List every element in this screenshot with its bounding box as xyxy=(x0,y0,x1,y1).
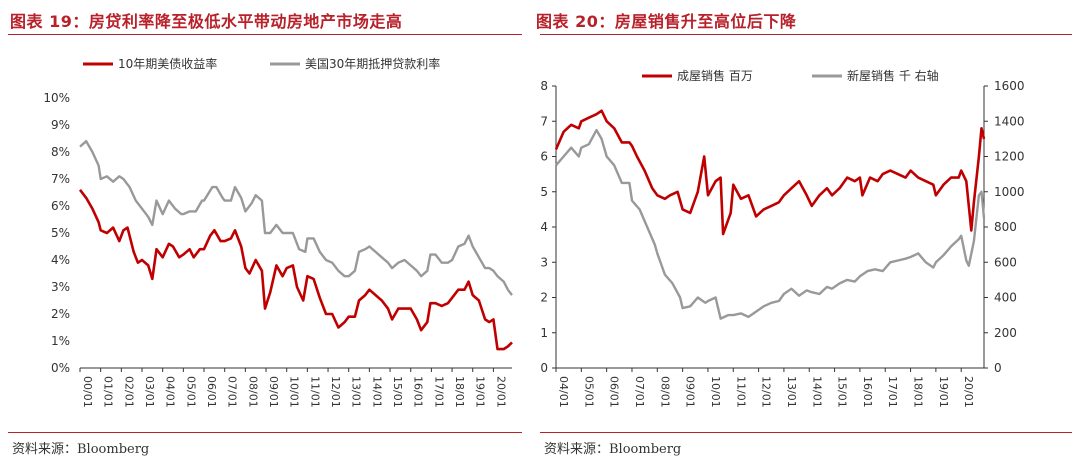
y-tick-label: 2% xyxy=(51,307,70,321)
y-tick-label: 6% xyxy=(51,199,70,213)
figure-20-title: 图表 20：房屋销售升至高位后下降 xyxy=(536,12,797,31)
y-left-tick-label: 5 xyxy=(540,185,548,199)
figure-20-source: 资料来源：Bloomberg xyxy=(544,442,682,457)
y-right-tick-label: 1400 xyxy=(994,114,1025,128)
y-tick-label: 1% xyxy=(51,334,70,348)
y-right-tick-label: 1600 xyxy=(994,79,1025,93)
x-tick-label: 05/01 xyxy=(184,376,197,408)
y-tick-label: 4% xyxy=(51,253,70,267)
y-tick-label: 10% xyxy=(43,91,70,105)
y-right-tick-label: 1200 xyxy=(994,150,1025,164)
x-tick-label: 09/01 xyxy=(684,376,697,408)
x-tick-label: 00/01 xyxy=(81,376,94,408)
x-tick-label: 10/01 xyxy=(288,376,301,408)
x-tick-label: 03/01 xyxy=(143,376,156,408)
x-tick-label: 04/01 xyxy=(557,376,570,408)
legend-label-10y-treasury: 10年期美债收益率 xyxy=(118,56,217,71)
figure-20-top-rule xyxy=(540,34,1072,35)
y-left-tick-label: 0 xyxy=(540,361,548,375)
series-line-new-home-sales xyxy=(555,128,986,320)
y-right-tick-label: 0 xyxy=(994,361,1002,375)
x-tick-label: 08/01 xyxy=(658,376,671,408)
y-tick-label: 7% xyxy=(51,172,70,186)
x-tick-label: 13/01 xyxy=(350,376,363,408)
x-tick-label: 04/01 xyxy=(164,376,177,408)
series-line-10y-treasury xyxy=(78,189,513,351)
x-tick-label: 15/01 xyxy=(836,376,849,408)
figure-19-bottom-rule xyxy=(8,432,522,433)
y-right-tick-label: 1000 xyxy=(994,185,1025,199)
x-tick-label: 16/01 xyxy=(861,376,874,408)
series-line-existing-home-sales xyxy=(554,109,986,236)
y-tick-label: 3% xyxy=(51,280,70,294)
x-tick-label: 10/01 xyxy=(709,376,722,408)
x-tick-label: 17/01 xyxy=(432,376,445,408)
figure-19-panel: 图表 19：房贷利率降至极低水平带动房地产市场走高 10年期美债收益率 美国30… xyxy=(0,0,530,474)
figure-19-chart: 10年期美债收益率 美国30年期抵押贷款利率 0% 1% 2% 3% 4% 5% 6% 7% 8… xyxy=(43,56,513,408)
x-tick-label: 18/01 xyxy=(453,376,466,408)
y-right-tick-label: 400 xyxy=(994,291,1017,305)
figure-19-top-rule xyxy=(8,34,522,35)
x-tick-label: 19/01 xyxy=(937,376,950,408)
series-line-30y-mortgage xyxy=(79,140,513,296)
legend-label-existing-home-sales: 成屋销售 百万 xyxy=(677,68,753,83)
x-tick-label: 16/01 xyxy=(412,376,425,408)
x-tick-label: 20/01 xyxy=(494,376,507,408)
y-tick-label: 9% xyxy=(51,118,70,132)
figure-19-title: 图表 19：房贷利率降至极低水平带动房地产市场走高 xyxy=(10,12,403,31)
x-tick-label: 02/01 xyxy=(122,376,135,408)
y-tick-label: 5% xyxy=(51,226,70,240)
x-tick-label: 11/01 xyxy=(308,376,321,408)
x-tick-label: 08/01 xyxy=(246,376,259,408)
figure-20-panel: 图表 20：房屋销售升至高位后下降 成屋销售 百万 新屋销售 千 右轴 0 1 2 3… xyxy=(532,0,1080,474)
x-tick-label: 19/01 xyxy=(474,376,487,408)
y-tick-label: 8% xyxy=(51,145,70,159)
y-left-tick-label: 7 xyxy=(540,114,548,128)
y-left-tick-label: 4 xyxy=(540,220,548,234)
x-tick-label: 06/01 xyxy=(205,376,218,408)
x-tick-label: 17/01 xyxy=(886,376,899,408)
x-tick-label: 07/01 xyxy=(633,376,646,408)
legend-label-new-home-sales: 新屋销售 千 右轴 xyxy=(847,68,939,83)
x-tick-label: 09/01 xyxy=(267,376,280,408)
x-tick-label: 01/01 xyxy=(102,376,115,408)
legend: 10年期美债收益率 美国30年期抵押贷款利率 xyxy=(83,56,440,71)
x-tick-label: 11/01 xyxy=(734,376,747,408)
x-tick-label: 12/01 xyxy=(760,376,773,408)
legend: 成屋销售 百万 新屋销售 千 右轴 xyxy=(642,68,939,83)
x-tick-label: 07/01 xyxy=(226,376,239,408)
y-left-tick-label: 3 xyxy=(540,255,548,269)
figure-20-chart: 成屋销售 百万 新屋销售 千 右轴 0 1 2 3 4 5 6 7 8 0 200 400 600 80… xyxy=(540,68,1025,408)
x-tick-label: 20/01 xyxy=(962,376,975,408)
y-left-tick-label: 1 xyxy=(540,326,548,340)
y-left-tick-label: 2 xyxy=(540,291,548,305)
x-tick-label: 14/01 xyxy=(810,376,823,408)
x-tick-label: 15/01 xyxy=(391,376,404,408)
x-tick-label: 14/01 xyxy=(370,376,383,408)
y-left-tick-label: 6 xyxy=(540,150,548,164)
y-right-tick-label: 200 xyxy=(994,326,1017,340)
legend-label-30y-mortgage: 美国30年期抵押贷款利率 xyxy=(305,56,440,71)
y-right-tick-label: 800 xyxy=(994,220,1017,234)
y-tick-label: 0% xyxy=(51,361,70,375)
figure-20-bottom-rule xyxy=(540,432,1072,433)
x-tick-label: 18/01 xyxy=(912,376,925,408)
x-tick-label: 05/01 xyxy=(582,376,595,408)
x-tick-label: 06/01 xyxy=(608,376,621,408)
x-tick-label: 13/01 xyxy=(785,376,798,408)
y-left-tick-label: 8 xyxy=(540,79,548,93)
x-tick-label: 12/01 xyxy=(329,376,342,408)
y-right-tick-label: 600 xyxy=(994,255,1017,269)
figure-19-source: 资料来源：Bloomberg xyxy=(12,442,150,457)
